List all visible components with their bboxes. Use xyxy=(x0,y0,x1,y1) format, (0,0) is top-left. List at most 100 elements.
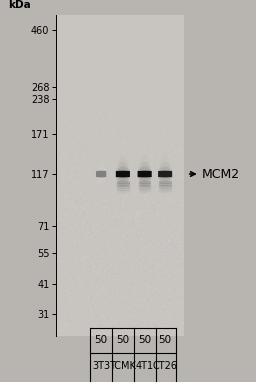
Point xyxy=(157,272,161,278)
Point xyxy=(116,260,120,266)
Point xyxy=(171,327,175,333)
Point xyxy=(179,226,183,232)
Point xyxy=(108,157,112,163)
Point xyxy=(159,191,163,197)
Point xyxy=(178,205,182,211)
Point xyxy=(142,282,146,288)
Point xyxy=(137,179,141,185)
Point xyxy=(147,286,152,292)
Point xyxy=(134,128,138,134)
Point xyxy=(69,323,73,329)
Point xyxy=(91,160,95,167)
Point xyxy=(150,244,154,251)
Point xyxy=(166,282,170,288)
Point xyxy=(140,176,144,183)
Point xyxy=(172,104,176,110)
Point xyxy=(153,295,157,301)
Point xyxy=(169,168,174,174)
Point xyxy=(147,261,152,267)
Point xyxy=(94,154,98,160)
Point xyxy=(56,327,60,333)
Point xyxy=(172,87,176,94)
Point xyxy=(57,310,61,316)
Point xyxy=(75,184,79,190)
Point xyxy=(55,279,59,285)
Point xyxy=(109,248,113,254)
Point xyxy=(164,245,168,251)
Point xyxy=(153,260,157,266)
Point xyxy=(154,226,158,232)
Point xyxy=(161,92,165,99)
Point xyxy=(126,313,130,319)
Point xyxy=(85,138,89,144)
Point xyxy=(73,232,78,238)
Point xyxy=(88,212,92,218)
Point xyxy=(123,184,127,190)
Point xyxy=(158,269,162,275)
Point xyxy=(152,209,156,215)
Point xyxy=(170,141,174,147)
Point xyxy=(104,189,109,195)
Point xyxy=(139,155,143,161)
Point xyxy=(132,173,136,180)
Point xyxy=(156,299,160,306)
Point xyxy=(157,161,161,167)
Point xyxy=(176,177,180,183)
Point xyxy=(180,291,185,297)
Point xyxy=(76,293,80,299)
Point xyxy=(112,303,116,309)
Point xyxy=(129,318,133,324)
Point xyxy=(64,327,68,333)
Point xyxy=(72,161,76,167)
Point xyxy=(99,208,103,214)
Point xyxy=(103,175,108,181)
Point xyxy=(110,232,114,238)
Point xyxy=(62,296,67,302)
Point xyxy=(168,231,172,237)
Point xyxy=(83,291,87,297)
Point xyxy=(172,186,176,192)
Point xyxy=(118,321,122,327)
Point xyxy=(60,188,65,194)
Point xyxy=(125,248,129,254)
Point xyxy=(75,209,79,215)
Point xyxy=(87,240,91,246)
Point xyxy=(164,201,168,207)
Point xyxy=(153,206,157,212)
Point xyxy=(83,318,87,324)
Point xyxy=(126,302,131,308)
Point xyxy=(173,197,177,203)
Point xyxy=(139,210,143,216)
Point xyxy=(134,231,138,238)
Point xyxy=(66,216,70,222)
Point xyxy=(90,238,94,244)
Point xyxy=(82,243,86,249)
Point xyxy=(86,227,90,233)
Point xyxy=(120,223,124,230)
Point xyxy=(119,245,123,251)
Point xyxy=(106,296,111,303)
Point xyxy=(159,210,163,217)
Point xyxy=(113,153,117,159)
Point xyxy=(63,89,67,95)
Point xyxy=(166,199,170,205)
Point xyxy=(180,236,184,242)
Polygon shape xyxy=(138,167,152,181)
Point xyxy=(88,231,92,237)
Point xyxy=(61,233,65,239)
Point xyxy=(114,309,118,316)
Point xyxy=(173,214,177,220)
Point xyxy=(178,245,182,251)
Point xyxy=(169,230,173,236)
Point xyxy=(155,144,159,150)
Point xyxy=(83,170,88,176)
Point xyxy=(59,333,63,339)
Point xyxy=(94,301,98,308)
Point xyxy=(180,177,184,183)
Point xyxy=(93,255,97,261)
Point xyxy=(56,327,60,333)
Point xyxy=(86,238,90,244)
Point xyxy=(93,281,97,287)
Point xyxy=(177,308,181,314)
Point xyxy=(152,268,156,274)
